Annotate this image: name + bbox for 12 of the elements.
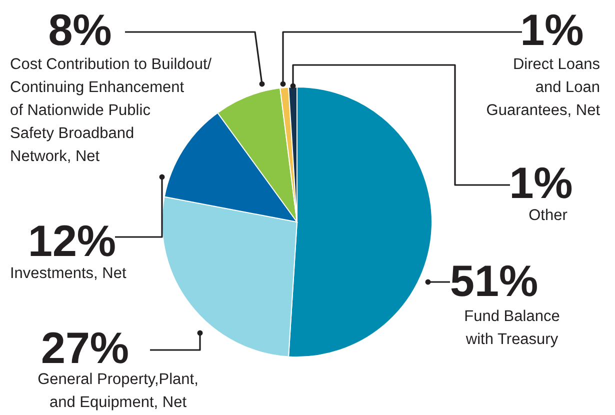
slice-label: Fund Balance with Treasury: [464, 308, 560, 348]
data-label: 1%: [520, 6, 584, 55]
slice-label: Cost Contribution to Buildout/ Continuing Enhancement of Nationwide Public Safety Broadband Network, Net: [10, 56, 212, 165]
data-label: 1%: [509, 159, 573, 208]
slice-label: Other: [528, 207, 568, 224]
data-label: 27%: [40, 324, 130, 373]
slice-label: Direct Loans and Loan Guarantees, Net: [486, 56, 601, 119]
data-label: 12%: [28, 217, 116, 266]
data-label: 51%: [450, 257, 538, 306]
data-label: 8%: [48, 6, 112, 55]
slice-label: Investments, Net: [10, 265, 127, 282]
slice-label: General Property,Plant, and Equipment, Net: [38, 371, 198, 411]
